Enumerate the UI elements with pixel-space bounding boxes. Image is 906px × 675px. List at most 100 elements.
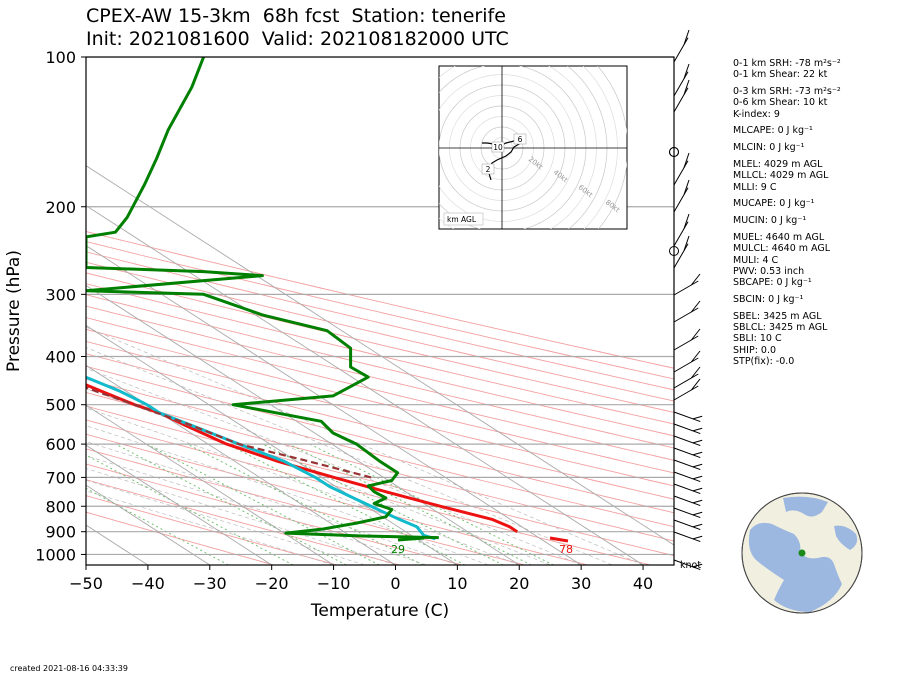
chart-title: CPEX-AW 15-3km 68h fcst Station: tenerif…	[86, 5, 506, 27]
barb-shaft	[673, 495, 701, 507]
index-line: 0-3 km SRH: -73 m²s⁻²	[733, 86, 841, 98]
barb-shaft	[673, 307, 699, 323]
surface-theta-e-label: 78	[559, 543, 573, 556]
moist-adiabat	[86, 407, 520, 565]
x-tick-label: 30	[571, 574, 591, 593]
barb-shaft	[673, 37, 689, 63]
wind-barb	[673, 235, 690, 269]
dry-adiabat	[86, 419, 651, 565]
index-line: K-index: 9	[733, 108, 780, 120]
x-axis-label: Temperature (C)	[310, 601, 449, 621]
isotherm	[86, 404, 334, 565]
dewpoint-line	[86, 375, 436, 541]
dry-adiabat	[86, 251, 674, 391]
index-line: MLEL: 4029 m AGL	[733, 159, 823, 171]
wind-barb	[673, 366, 701, 389]
index-line: MULCL: 4640 m AGL	[733, 243, 831, 255]
index-line: SHIP: 0.0	[733, 344, 777, 356]
wind-barb	[673, 447, 703, 459]
y-tick-label: 700	[45, 468, 76, 487]
barb-shaft	[673, 160, 689, 186]
barb-flag	[683, 63, 690, 79]
wind-barb	[673, 559, 703, 571]
index-line: SBEL: 3425 m AGL	[733, 310, 822, 322]
isotherm	[86, 364, 396, 565]
mixing-ratio-line	[187, 443, 424, 565]
mixing-ratio-line	[86, 454, 294, 565]
hodograph-height-label: 2	[486, 165, 491, 174]
index-line: PWV: 0.53 inch	[733, 265, 805, 277]
wind-barb	[673, 273, 701, 296]
wind-barb	[673, 79, 690, 113]
mixing-ratio-line	[226, 443, 466, 565]
moist-adiabat	[86, 326, 644, 565]
index-line: SBCAPE: 0 J kg⁻¹	[733, 277, 812, 289]
x-tick-label: −50	[69, 574, 103, 593]
mixing-ratio-line	[115, 443, 347, 565]
hodograph-height-label: 6	[518, 135, 523, 144]
x-tick-label: −10	[317, 574, 351, 593]
hodograph-legend: km AGL	[447, 215, 477, 224]
barb-shaft	[673, 559, 701, 571]
index-line: MUCAPE: 0 J kg⁻¹	[733, 198, 815, 210]
dry-adiabat	[86, 328, 674, 474]
isotherm	[86, 245, 582, 565]
x-tick-label: 0	[390, 574, 400, 593]
index-line: SBLCL: 3425 m AGL	[733, 322, 828, 334]
chart-subtitle: Init: 2021081600 Valid: 202108182000 UTC	[86, 28, 509, 50]
barb-flag	[690, 366, 701, 379]
plot-frame	[85, 56, 675, 566]
surface-temp-marker	[549, 536, 569, 543]
index-line: MLCAPE: 0 J kg⁻¹	[733, 125, 813, 137]
barb-flag	[692, 523, 703, 528]
wind-barb	[673, 531, 703, 543]
dry-adiabat	[86, 391, 674, 542]
parcel-line	[86, 386, 372, 479]
barb-shaft	[673, 531, 701, 543]
wind-barb	[673, 63, 690, 97]
moist-adiabat	[86, 441, 458, 565]
dry-adiabat	[86, 495, 337, 565]
x-tick-label: 20	[509, 574, 529, 593]
hodograph-height-label: 10	[493, 143, 503, 152]
hodograph-height-box	[491, 141, 505, 153]
barb-flag	[683, 152, 690, 168]
barb-shaft	[673, 280, 699, 296]
index-line: SBCIN: 0 J kg⁻¹	[733, 294, 804, 306]
y-tick-label: 800	[45, 497, 76, 516]
barb-flag	[692, 439, 703, 444]
wind-barb	[673, 507, 703, 519]
wind-barb	[673, 519, 703, 531]
dry-adiabat	[86, 241, 674, 380]
wind-barb	[673, 423, 703, 435]
dry-adiabat	[86, 433, 588, 565]
x-tick-label: 10	[447, 574, 467, 593]
calm-circle	[669, 246, 679, 256]
moist-adiabat	[86, 367, 582, 565]
index-line: MUEL: 4640 m AGL	[733, 232, 825, 244]
y-tick-label: 900	[45, 523, 76, 542]
barb-flag	[692, 451, 703, 456]
index-line: 0-1 km SRH: -78 m²s⁻²	[733, 58, 841, 69]
location-globe	[741, 492, 863, 614]
wind-barb	[673, 328, 701, 351]
wind-barb	[673, 435, 703, 447]
wind-barb	[673, 213, 690, 247]
dry-adiabat	[86, 353, 674, 500]
wind-barb	[673, 300, 701, 323]
barb-shaft	[673, 423, 701, 435]
barb-flag	[692, 499, 703, 504]
dry-adiabat	[86, 317, 674, 461]
dry-adiabat	[86, 305, 674, 449]
barb-flag	[692, 475, 703, 480]
index-line: MLCIN: 0 J kg⁻¹	[733, 142, 805, 154]
barb-shaft	[673, 447, 701, 459]
barb-flag	[690, 328, 701, 341]
isotherm	[86, 324, 458, 565]
isotherm	[86, 444, 272, 565]
dry-adiabat	[86, 448, 526, 565]
barb-shaft	[673, 335, 699, 351]
surface-rh-marker	[397, 536, 425, 542]
station-marker	[798, 549, 806, 557]
stability-indices: 0-1 km SRH: -78 m²s⁻² 0-1 km Shear: 22 kt…	[733, 58, 841, 367]
